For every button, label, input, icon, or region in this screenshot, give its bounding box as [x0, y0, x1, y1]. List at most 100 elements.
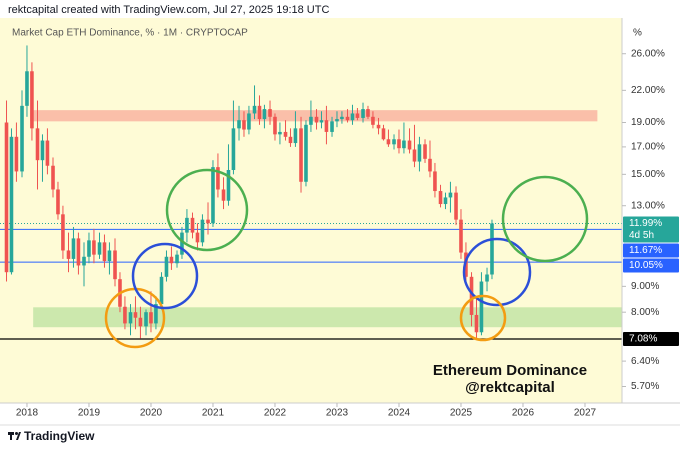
candle-body — [4, 122, 9, 273]
y-tick-label: 15.00% — [631, 169, 665, 180]
candle-body — [283, 131, 288, 137]
candle-body — [273, 116, 277, 135]
candle-body — [185, 217, 189, 233]
candle-body — [288, 136, 293, 144]
candle-body — [490, 223, 494, 275]
candle-body — [247, 113, 251, 130]
logo — [8, 432, 21, 440]
x-tick-label: 2025 — [450, 408, 473, 419]
candle-body — [309, 116, 313, 125]
price-label-box — [623, 243, 679, 258]
zone — [30, 110, 598, 122]
candle-body — [102, 242, 107, 262]
axis-unit: % — [633, 28, 642, 39]
candle-body — [474, 314, 479, 333]
candle-body — [231, 128, 236, 170]
footer: TradingView — [24, 429, 95, 443]
candle-body — [154, 304, 158, 324]
candle-body — [128, 312, 133, 324]
header: rektcapital created with TradingView.com… — [8, 4, 329, 16]
candle-body — [76, 238, 81, 266]
candle-body — [443, 197, 448, 205]
candle-body — [169, 256, 174, 264]
candle-body — [376, 124, 381, 129]
chart-title: Market Cap ETH Dominance, % · 1M · CRYPT… — [12, 28, 248, 39]
candle-body — [485, 274, 489, 282]
candle-body — [45, 140, 50, 166]
candle-body — [361, 109, 365, 118]
candle-body — [340, 116, 344, 120]
candle-body — [459, 219, 463, 253]
x-tick-label: 2022 — [264, 408, 287, 419]
candle-body — [200, 219, 205, 243]
y-tick-label: 13.00% — [631, 200, 665, 211]
candle-body — [268, 109, 272, 117]
candle-body — [71, 238, 76, 259]
candle-body — [138, 317, 143, 327]
y-tick-label: 6.40% — [631, 356, 659, 367]
candle-body — [293, 128, 298, 144]
candle-body — [330, 121, 334, 132]
candle-body — [345, 116, 350, 121]
candle-body — [82, 256, 86, 266]
plot-area — [0, 18, 622, 403]
zone — [33, 307, 623, 328]
candle-body — [190, 217, 195, 233]
candle-body — [97, 242, 102, 255]
price-label-box — [623, 331, 679, 346]
candle-body — [319, 120, 324, 123]
candle-body — [454, 192, 458, 220]
price-label-box — [623, 216, 679, 243]
candle-body — [221, 189, 226, 201]
y-tick-label: 8.00% — [631, 307, 659, 318]
candle-body — [216, 167, 220, 190]
candle-body — [56, 189, 60, 215]
price-label: 7.08% — [629, 334, 657, 345]
candle-body — [252, 105, 257, 114]
y-tick-label: 22.00% — [631, 85, 665, 96]
candle-body — [123, 306, 127, 324]
candle-body — [9, 136, 14, 273]
candle-body — [438, 191, 443, 205]
candle-body — [299, 128, 303, 182]
candle-body — [51, 165, 55, 190]
y-tick-label: 9.00% — [631, 281, 659, 292]
candle-body — [149, 312, 153, 324]
y-tick-label: 17.00% — [631, 142, 665, 153]
candle-body — [211, 167, 215, 224]
x-tick-label: 2027 — [574, 408, 597, 419]
annotation: Ethereum Dominance — [433, 362, 587, 379]
candle-body — [262, 109, 267, 120]
x-tick-label: 2024 — [388, 408, 411, 419]
x-tick-label: 2021 — [202, 408, 225, 419]
candle-body — [448, 192, 453, 198]
candle-body — [479, 281, 484, 333]
annotation-circles — [104, 168, 589, 349]
candle-body — [257, 105, 262, 120]
circle — [462, 237, 532, 307]
price-label-box — [623, 258, 679, 273]
countdown: 4d 5h — [629, 230, 654, 241]
candle-body — [159, 276, 164, 305]
candle-body — [35, 128, 40, 161]
candle-body — [407, 140, 412, 150]
candle-body — [175, 254, 179, 264]
candle-body — [144, 312, 148, 327]
candle-body — [107, 250, 112, 262]
x-tick-label: 2026 — [512, 408, 535, 419]
x-tick-label: 2018 — [16, 408, 39, 419]
candle-body — [195, 232, 200, 243]
candle-body — [417, 144, 422, 162]
candle-body — [386, 139, 391, 145]
candle-body — [469, 276, 474, 315]
candle-body — [242, 120, 246, 130]
candle-body — [335, 119, 339, 122]
candle-body — [30, 71, 34, 129]
candle-body — [20, 105, 24, 172]
candle-body — [278, 131, 282, 135]
circle — [165, 168, 249, 252]
candle-body — [402, 140, 406, 149]
candle-body — [164, 256, 169, 277]
candle-body — [133, 312, 138, 318]
x-tick-label: 2020 — [140, 408, 163, 419]
